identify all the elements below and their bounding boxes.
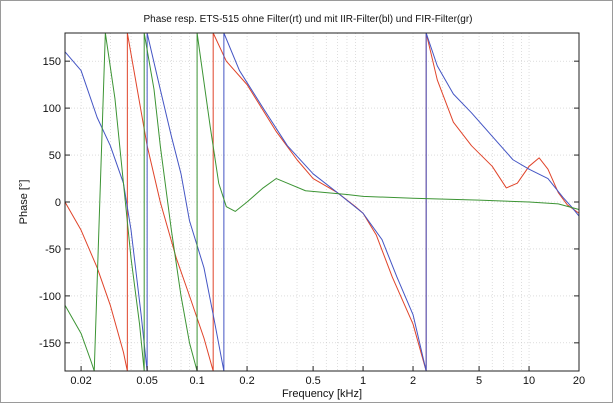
x-tick-label: 0.02 [70,375,91,387]
y-tick-label: 150 [43,56,61,68]
y-tick-label: 50 [49,150,61,162]
y-tick-label: 0 [55,197,61,209]
x-tick-label: 20 [573,375,585,387]
x-tick-label: 0.05 [136,375,157,387]
x-tick-label: 5 [476,375,482,387]
x-tick-label: 10 [523,375,535,387]
x-tick-label: 0.5 [305,375,320,387]
x-tick-label: 1 [360,375,366,387]
y-tick-label: 100 [43,103,61,115]
y-tick-label: -100 [39,291,61,303]
x-tick-label: 0.2 [239,375,254,387]
x-tick-label: 0.1 [189,375,204,387]
x-tick-label: 2 [410,375,416,387]
chart-title: Phase resp. ETS-515 ohne Filter(rt) und … [144,14,473,25]
series-line-2 [64,32,580,372]
tick-labels: 0.02 0.05 0.1 0.2 0.5 1 2 5 10 20 150 100 50 0 -50 -100… [39,56,585,387]
y-tick-label: -50 [45,244,61,256]
y-tick-label: -150 [39,338,61,350]
y-axis-label: Phase [°] [18,180,30,225]
plot-area [65,33,579,371]
x-axis-label: Frequency [kHz] [282,388,362,400]
